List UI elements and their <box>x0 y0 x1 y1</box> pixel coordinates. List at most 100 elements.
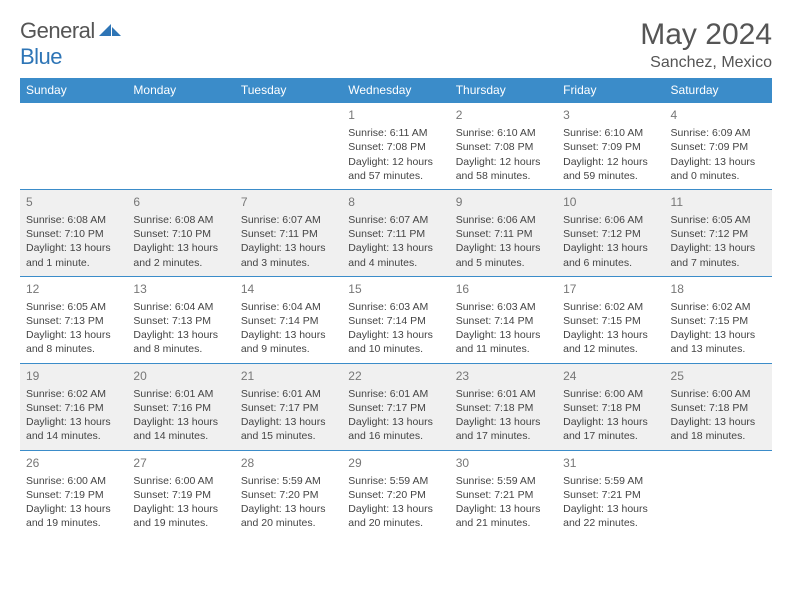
calendar-day-cell: 1Sunrise: 6:11 AMSunset: 7:08 PMDaylight… <box>342 103 449 190</box>
day-number: 3 <box>563 107 658 123</box>
location-label: Sanchez, Mexico <box>640 54 772 72</box>
sunset-line: Sunset: 7:18 PM <box>563 401 658 415</box>
calendar-day-cell: 25Sunrise: 6:00 AMSunset: 7:18 PMDayligh… <box>665 363 772 450</box>
day-number: 22 <box>348 368 443 384</box>
calendar-day-cell: 18Sunrise: 6:02 AMSunset: 7:15 PMDayligh… <box>665 276 772 363</box>
logo-text-gray: General <box>20 18 95 43</box>
sunset-line: Sunset: 7:13 PM <box>133 314 228 328</box>
day-number: 9 <box>456 194 551 210</box>
sunset-line: Sunset: 7:14 PM <box>348 314 443 328</box>
day-number: 7 <box>241 194 336 210</box>
daylight-line: Daylight: 13 hours and 14 minutes. <box>133 415 228 443</box>
daylight-line: Daylight: 13 hours and 13 minutes. <box>671 328 766 356</box>
day-header: Friday <box>557 78 664 103</box>
day-number: 8 <box>348 194 443 210</box>
sunset-line: Sunset: 7:20 PM <box>241 488 336 502</box>
calendar-day-cell: 13Sunrise: 6:04 AMSunset: 7:13 PMDayligh… <box>127 276 234 363</box>
calendar-day-cell: 27Sunrise: 6:00 AMSunset: 7:19 PMDayligh… <box>127 450 234 536</box>
sunrise-line: Sunrise: 6:04 AM <box>133 300 228 314</box>
sunrise-line: Sunrise: 6:04 AM <box>241 300 336 314</box>
day-number: 5 <box>26 194 121 210</box>
calendar-day-cell: 19Sunrise: 6:02 AMSunset: 7:16 PMDayligh… <box>20 363 127 450</box>
day-header: Monday <box>127 78 234 103</box>
calendar-day-cell <box>127 103 234 190</box>
calendar-day-cell: 21Sunrise: 6:01 AMSunset: 7:17 PMDayligh… <box>235 363 342 450</box>
calendar-day-cell: 29Sunrise: 5:59 AMSunset: 7:20 PMDayligh… <box>342 450 449 536</box>
daylight-line: Daylight: 13 hours and 12 minutes. <box>563 328 658 356</box>
daylight-line: Daylight: 13 hours and 18 minutes. <box>671 415 766 443</box>
sunrise-line: Sunrise: 6:00 AM <box>671 387 766 401</box>
daylight-line: Daylight: 13 hours and 6 minutes. <box>563 241 658 269</box>
sunrise-line: Sunrise: 5:59 AM <box>348 474 443 488</box>
sunset-line: Sunset: 7:21 PM <box>456 488 551 502</box>
daylight-line: Daylight: 13 hours and 15 minutes. <box>241 415 336 443</box>
daylight-line: Daylight: 13 hours and 11 minutes. <box>456 328 551 356</box>
day-number: 29 <box>348 455 443 471</box>
calendar-day-cell <box>235 103 342 190</box>
logo-text-blue: Blue <box>20 44 62 69</box>
calendar-day-cell: 12Sunrise: 6:05 AMSunset: 7:13 PMDayligh… <box>20 276 127 363</box>
sunset-line: Sunset: 7:12 PM <box>671 227 766 241</box>
sunrise-line: Sunrise: 6:07 AM <box>348 213 443 227</box>
logo: GeneralBlue <box>20 18 125 70</box>
sunrise-line: Sunrise: 6:11 AM <box>348 126 443 140</box>
sunrise-line: Sunrise: 6:00 AM <box>133 474 228 488</box>
sunset-line: Sunset: 7:08 PM <box>348 140 443 154</box>
calendar-day-cell: 20Sunrise: 6:01 AMSunset: 7:16 PMDayligh… <box>127 363 234 450</box>
day-header-row: SundayMondayTuesdayWednesdayThursdayFrid… <box>20 78 772 103</box>
sunrise-line: Sunrise: 6:10 AM <box>456 126 551 140</box>
day-number: 18 <box>671 281 766 297</box>
calendar-week-row: 19Sunrise: 6:02 AMSunset: 7:16 PMDayligh… <box>20 363 772 450</box>
sunset-line: Sunset: 7:16 PM <box>26 401 121 415</box>
sunrise-line: Sunrise: 5:59 AM <box>241 474 336 488</box>
sunset-line: Sunset: 7:17 PM <box>241 401 336 415</box>
calendar-table: SundayMondayTuesdayWednesdayThursdayFrid… <box>20 78 772 536</box>
day-number: 12 <box>26 281 121 297</box>
daylight-line: Daylight: 13 hours and 19 minutes. <box>26 502 121 530</box>
calendar-day-cell: 3Sunrise: 6:10 AMSunset: 7:09 PMDaylight… <box>557 103 664 190</box>
sunset-line: Sunset: 7:10 PM <box>133 227 228 241</box>
calendar-week-row: 12Sunrise: 6:05 AMSunset: 7:13 PMDayligh… <box>20 276 772 363</box>
day-number: 27 <box>133 455 228 471</box>
sunset-line: Sunset: 7:11 PM <box>241 227 336 241</box>
day-number: 10 <box>563 194 658 210</box>
sunrise-line: Sunrise: 6:10 AM <box>563 126 658 140</box>
day-header: Saturday <box>665 78 772 103</box>
top-bar: GeneralBlue May 2024 Sanchez, Mexico <box>20 18 772 72</box>
day-number: 23 <box>456 368 551 384</box>
sunset-line: Sunset: 7:13 PM <box>26 314 121 328</box>
daylight-line: Daylight: 13 hours and 4 minutes. <box>348 241 443 269</box>
sunset-line: Sunset: 7:11 PM <box>456 227 551 241</box>
sunset-line: Sunset: 7:21 PM <box>563 488 658 502</box>
daylight-line: Daylight: 13 hours and 17 minutes. <box>563 415 658 443</box>
day-number: 28 <box>241 455 336 471</box>
calendar-day-cell: 14Sunrise: 6:04 AMSunset: 7:14 PMDayligh… <box>235 276 342 363</box>
day-number: 31 <box>563 455 658 471</box>
sunrise-line: Sunrise: 6:08 AM <box>133 213 228 227</box>
sunset-line: Sunset: 7:19 PM <box>133 488 228 502</box>
day-number: 17 <box>563 281 658 297</box>
day-header: Tuesday <box>235 78 342 103</box>
daylight-line: Daylight: 13 hours and 9 minutes. <box>241 328 336 356</box>
sunset-line: Sunset: 7:17 PM <box>348 401 443 415</box>
sunset-line: Sunset: 7:18 PM <box>456 401 551 415</box>
daylight-line: Daylight: 13 hours and 5 minutes. <box>456 241 551 269</box>
daylight-line: Daylight: 13 hours and 1 minute. <box>26 241 121 269</box>
sunrise-line: Sunrise: 6:05 AM <box>26 300 121 314</box>
sunset-line: Sunset: 7:14 PM <box>456 314 551 328</box>
sunset-line: Sunset: 7:09 PM <box>671 140 766 154</box>
day-number: 1 <box>348 107 443 123</box>
sunset-line: Sunset: 7:19 PM <box>26 488 121 502</box>
daylight-line: Daylight: 13 hours and 16 minutes. <box>348 415 443 443</box>
day-number: 11 <box>671 194 766 210</box>
calendar-day-cell: 26Sunrise: 6:00 AMSunset: 7:19 PMDayligh… <box>20 450 127 536</box>
sunrise-line: Sunrise: 6:02 AM <box>26 387 121 401</box>
daylight-line: Daylight: 13 hours and 22 minutes. <box>563 502 658 530</box>
sunrise-line: Sunrise: 6:08 AM <box>26 213 121 227</box>
calendar-day-cell: 24Sunrise: 6:00 AMSunset: 7:18 PMDayligh… <box>557 363 664 450</box>
calendar-week-row: 5Sunrise: 6:08 AMSunset: 7:10 PMDaylight… <box>20 189 772 276</box>
day-number: 2 <box>456 107 551 123</box>
sunset-line: Sunset: 7:10 PM <box>26 227 121 241</box>
daylight-line: Daylight: 13 hours and 17 minutes. <box>456 415 551 443</box>
calendar-day-cell: 9Sunrise: 6:06 AMSunset: 7:11 PMDaylight… <box>450 189 557 276</box>
